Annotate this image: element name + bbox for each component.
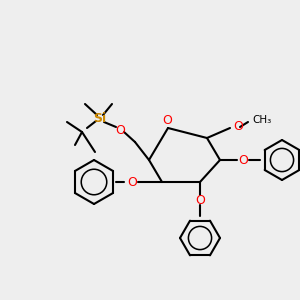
Text: O: O bbox=[233, 121, 243, 134]
Text: O: O bbox=[115, 124, 125, 136]
Text: O: O bbox=[162, 113, 172, 127]
Text: O: O bbox=[195, 194, 205, 206]
Text: Si: Si bbox=[93, 112, 106, 124]
Text: CH₃: CH₃ bbox=[252, 115, 271, 125]
Text: O: O bbox=[127, 176, 137, 188]
Text: O: O bbox=[238, 154, 248, 166]
